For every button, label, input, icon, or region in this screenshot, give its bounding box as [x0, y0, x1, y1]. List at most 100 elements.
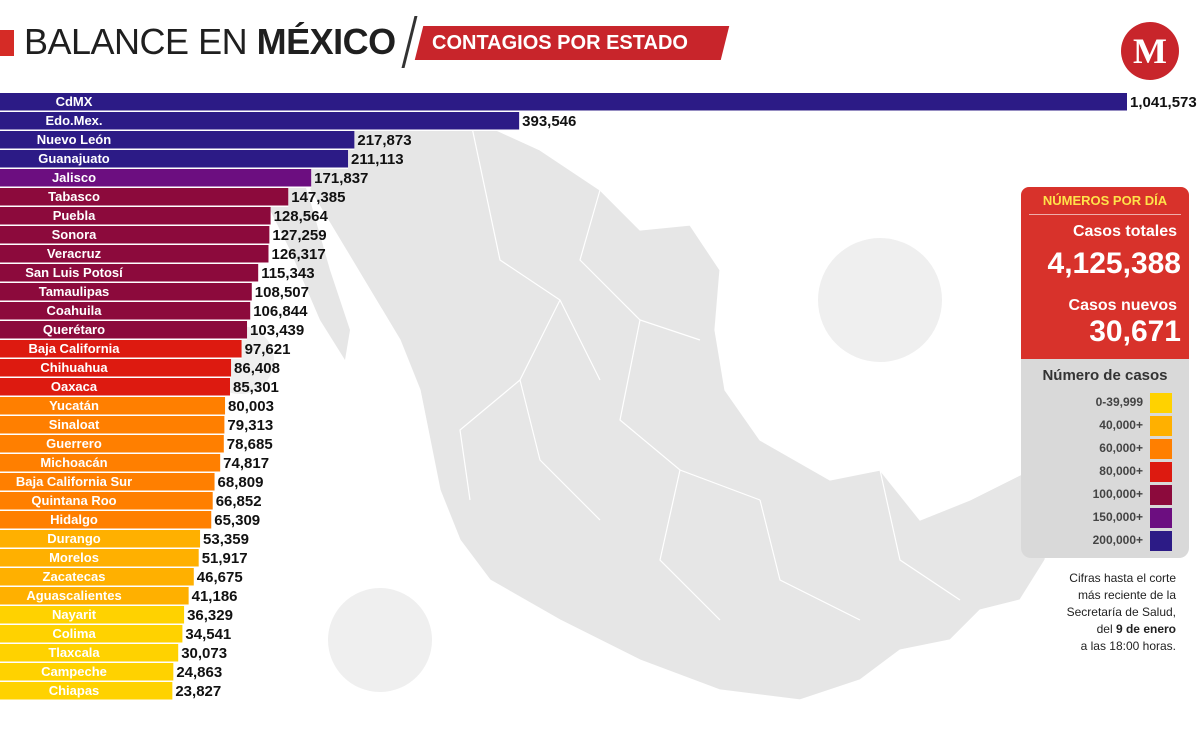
- bar-category-label: Campeche: [41, 664, 107, 679]
- bar-value-label: 147,385: [291, 189, 345, 206]
- bar-row: Chiapas 23,827: [0, 682, 221, 701]
- bar-value-label: 80,003: [228, 398, 274, 415]
- bar: [0, 473, 215, 491]
- legend-item: 60,000+: [1021, 439, 1189, 459]
- note-line-4: del 9 de enero: [1030, 621, 1176, 638]
- bar-row: Edo.Mex. 393,546: [0, 112, 576, 131]
- bar-value-label: 126,317: [271, 246, 325, 263]
- bar: [0, 549, 199, 567]
- bar-category-label: Baja California: [28, 341, 120, 356]
- bar-category-label: Sinaloat: [49, 417, 100, 432]
- bar-row: Baja California 97,621: [0, 340, 291, 359]
- bar-value-label: 23,827: [175, 683, 221, 700]
- note-date: 9 de enero: [1115, 622, 1176, 636]
- bar-category-label: Chihuahua: [40, 360, 108, 375]
- bar-row: Oaxaca 85,301: [0, 378, 279, 397]
- bar: [0, 625, 183, 643]
- bar-value-label: 78,685: [227, 436, 273, 453]
- bar: [0, 93, 1127, 111]
- daily-stats-panel: NÚMEROS POR DÍA Casos totales 4,125,388 …: [1021, 187, 1189, 359]
- legend-item: 40,000+: [1021, 416, 1189, 436]
- bar-category-label: Tlaxcala: [48, 645, 100, 660]
- bar-category-label: CdMX: [56, 94, 93, 109]
- bar-value-label: 79,313: [227, 417, 273, 434]
- bar-row: Guanajuato 211,113: [0, 150, 404, 169]
- legend-item-label: 200,000+: [1092, 533, 1143, 547]
- bar-row: Zacatecas 46,675: [0, 568, 243, 587]
- bar: [0, 169, 312, 187]
- bar-row: Tamaulipas 108,507: [0, 283, 309, 302]
- legend-item: 200,000+: [1021, 531, 1189, 551]
- bar: [0, 378, 231, 396]
- bar-value-label: 97,621: [245, 341, 291, 358]
- bar: [0, 454, 221, 472]
- bar-row: Colima 34,541: [0, 625, 231, 644]
- legend-item-label: 60,000+: [1099, 441, 1143, 455]
- bar-value-label: 65,309: [214, 512, 260, 529]
- bar-category-label: Tamaulipas: [39, 284, 110, 299]
- bar-category-label: Michoacán: [40, 455, 107, 470]
- bar-row: CdMX 1,041,573: [0, 93, 1197, 112]
- source-note: Cifras hasta el corte más reciente de la…: [1030, 570, 1176, 655]
- bar-value-label: 1,041,573: [1130, 94, 1197, 111]
- bar: [0, 150, 349, 168]
- bar-category-label: Quintana Roo: [31, 493, 116, 508]
- new-cases-value: 30,671: [1089, 315, 1181, 348]
- bar: [0, 226, 270, 244]
- bar-value-label: 24,863: [176, 664, 222, 681]
- bar: [0, 587, 189, 605]
- bar-row: Sonora 127,259: [0, 226, 327, 245]
- bar: [0, 340, 242, 358]
- bar-value-label: 34,541: [185, 626, 231, 643]
- bar-value-label: 36,329: [187, 607, 233, 624]
- bar-value-label: 106,844: [253, 303, 308, 320]
- bar-value-label: 46,675: [197, 569, 243, 586]
- bar-row: San Luis Potosí 115,343: [0, 264, 315, 283]
- title-light: BALANCE EN: [24, 21, 257, 62]
- bar-value-label: 41,186: [192, 588, 238, 605]
- bar-row: Guerrero 78,685: [0, 435, 273, 454]
- bar-category-label: Guanajuato: [38, 151, 110, 166]
- bar: [0, 264, 259, 282]
- bar-value-label: 66,852: [216, 493, 262, 510]
- bar: [0, 530, 201, 548]
- bar-value-label: 115,343: [261, 265, 314, 282]
- bar-row: Querétaro 103,439: [0, 321, 304, 340]
- bar: [0, 131, 355, 149]
- page-subtitle: CONTAGIOS POR ESTADO: [432, 32, 688, 54]
- bar-value-label: 171,837: [314, 170, 368, 187]
- legend-swatch: [1150, 508, 1172, 528]
- legend-item-label: 40,000+: [1099, 418, 1143, 432]
- legend-swatch: [1150, 393, 1172, 413]
- legend-item-label: 0-39,999: [1095, 395, 1143, 409]
- bar-category-label: Querétaro: [43, 322, 105, 337]
- note-line-5: a las 18:00 horas.: [1080, 639, 1176, 653]
- bar-row: Coahuila 106,844: [0, 302, 308, 321]
- bar-category-label: Baja California Sur: [16, 474, 132, 489]
- legend-swatch: [1150, 462, 1172, 482]
- bar-category-label: Aguascalientes: [26, 588, 121, 603]
- bar-category-label: Oaxaca: [51, 379, 98, 394]
- bar-value-label: 217,873: [357, 132, 411, 149]
- bar-category-label: Coahuila: [47, 303, 103, 318]
- legend-swatch: [1150, 485, 1172, 505]
- bar: [0, 302, 251, 320]
- bar-category-label: Nuevo León: [37, 132, 111, 147]
- bar-value-label: 128,564: [274, 208, 329, 225]
- bar-row: Tabasco 147,385: [0, 188, 345, 207]
- bar-row: Morelos 51,917: [0, 549, 248, 568]
- bar-value-label: 211,113: [351, 151, 404, 168]
- bar-value-label: 53,359: [203, 531, 249, 548]
- bar-row: Veracruz 126,317: [0, 245, 326, 264]
- note-date-prefix: del: [1096, 622, 1116, 636]
- bar-category-label: Yucatán: [49, 398, 99, 413]
- bar-row: Hidalgo 65,309: [0, 511, 260, 530]
- legend-item-label: 150,000+: [1092, 510, 1143, 524]
- bar-row: Aguascalientes 41,186: [0, 587, 238, 606]
- bar-row: Quintana Roo 66,852: [0, 492, 262, 511]
- bar-category-label: Edo.Mex.: [45, 113, 102, 128]
- legend-swatch: [1150, 531, 1172, 551]
- bar: [0, 283, 252, 301]
